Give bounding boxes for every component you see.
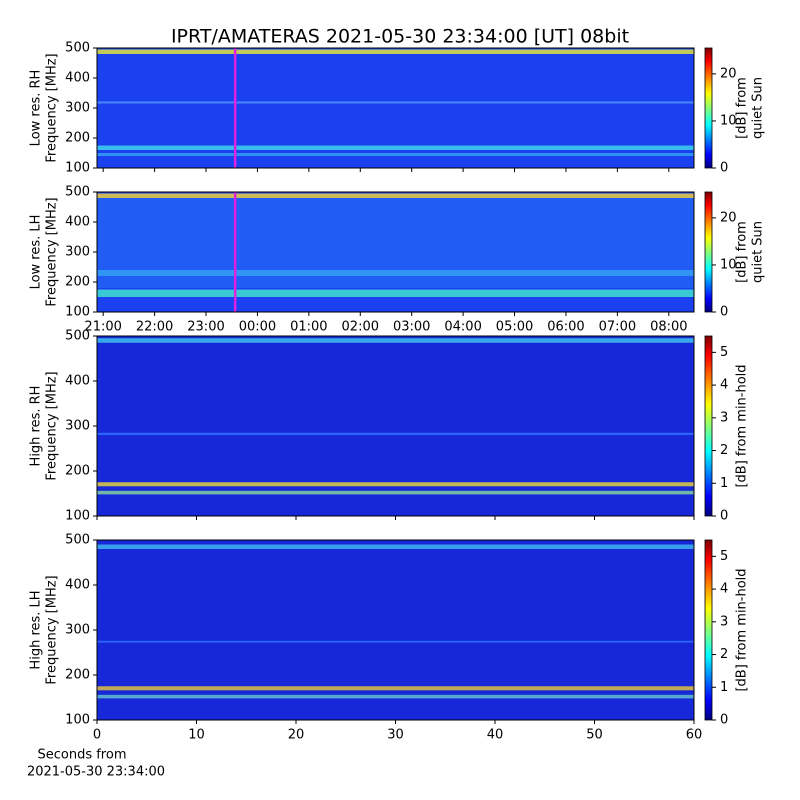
spectrogram-band <box>97 544 694 549</box>
x-tick-label: 50 <box>586 728 603 743</box>
colorbar-tick-label: 10 <box>720 257 737 272</box>
spectrogram-band <box>97 153 694 156</box>
colorbar-label: [dB] from <box>735 77 750 139</box>
colorbar-tick-label: 4 <box>720 378 728 393</box>
spectrogram-band <box>97 49 694 54</box>
x-tick-label: 03:00 <box>393 320 430 335</box>
spectrogram-band <box>97 490 694 495</box>
x-tick-label: 23:00 <box>187 320 224 335</box>
colorbar-tick-label: 3 <box>720 614 728 629</box>
y-axis-label: High res. LH <box>29 590 44 669</box>
x-tick-label: 22:00 <box>136 320 173 335</box>
y-tick-label: 500 <box>65 185 90 200</box>
colorbar-tick-label: 5 <box>720 345 728 360</box>
x-tick-label: 02:00 <box>342 320 379 335</box>
y-tick-label: 400 <box>65 71 90 86</box>
colorbar-label: quiet Sun <box>751 221 766 283</box>
y-tick-label: 300 <box>65 245 90 260</box>
y-tick-label: 400 <box>65 578 90 593</box>
y-tick-label: 200 <box>65 131 90 146</box>
y-tick-label: 400 <box>65 374 90 389</box>
spectrogram <box>97 336 694 516</box>
colorbar-tick-label: 5 <box>720 549 728 564</box>
y-tick-label: 100 <box>65 713 90 728</box>
y-tick-label: 500 <box>65 533 90 548</box>
y-axis-label: Low res. RH <box>29 70 44 147</box>
spectrogram-band <box>97 193 694 198</box>
x-tick-label: 21:00 <box>84 320 121 335</box>
colorbar-tick-label: 0 <box>720 161 728 176</box>
colorbar-tick-label: 3 <box>720 410 728 425</box>
colorbar <box>704 191 713 313</box>
y-tick-label: 300 <box>65 101 90 116</box>
spectrogram-band <box>97 694 694 699</box>
figure-title: IPRT/AMATERAS 2021-05-30 23:34:00 [UT] 0… <box>171 26 629 48</box>
y-tick-label: 100 <box>65 305 90 320</box>
colorbar-tick-label: 1 <box>720 476 728 491</box>
colorbar-tick-label: 2 <box>720 443 728 458</box>
colorbar-tick-label: 0 <box>720 305 728 320</box>
y-tick-label: 200 <box>65 275 90 290</box>
colorbar-tick-label: 10 <box>720 113 737 128</box>
y-tick-label: 300 <box>65 623 90 638</box>
colorbar-tick-label: 2 <box>720 647 728 662</box>
spectrogram-band <box>97 432 694 435</box>
spectrogram-band <box>97 640 694 643</box>
colorbar-tick-label: 4 <box>720 582 728 597</box>
y-axis-label: Frequency [MHz] <box>45 371 60 480</box>
colorbar-label: [dB] from min-hold <box>735 364 750 487</box>
x-tick-label: 06:00 <box>547 320 584 335</box>
y-tick-label: 100 <box>65 161 90 176</box>
spectrogram-band <box>97 686 694 691</box>
y-tick-label: 200 <box>65 464 90 479</box>
y-tick-label: 100 <box>65 509 90 524</box>
x-tick-label: 0 <box>93 728 101 743</box>
spectrogram-band <box>97 198 694 288</box>
colorbar-tick-label: 0 <box>720 509 728 524</box>
colorbar <box>704 539 713 721</box>
y-axis-label: Frequency [MHz] <box>45 53 60 162</box>
spectrogram <box>97 540 694 720</box>
y-tick-label: 300 <box>65 419 90 434</box>
y-axis-label: High res. RH <box>29 386 44 467</box>
spectrogram-band <box>97 145 694 150</box>
spectrogram-band <box>97 101 694 104</box>
x-axis-label: 2021-05-30 23:34:00 <box>27 765 165 780</box>
y-tick-label: 500 <box>65 41 90 56</box>
y-tick-label: 400 <box>65 215 90 230</box>
colorbar-tick-label: 20 <box>720 66 737 81</box>
x-tick-label: 08:00 <box>650 320 687 335</box>
colorbar-label: [dB] from min-hold <box>735 568 750 691</box>
x-tick-label: 10 <box>188 728 205 743</box>
x-tick-label: 00:00 <box>239 320 276 335</box>
colorbar-tick-label: 0 <box>720 713 728 728</box>
colorbar <box>704 47 713 169</box>
colorbar-tick-label: 1 <box>720 680 728 695</box>
y-tick-label: 200 <box>65 668 90 683</box>
colorbar-label: quiet Sun <box>751 77 766 139</box>
x-tick-label: 30 <box>387 728 404 743</box>
x-tick-label: 20 <box>288 728 305 743</box>
x-tick-label: 01:00 <box>290 320 327 335</box>
y-axis-label: Frequency [MHz] <box>45 197 60 306</box>
y-axis-label: Frequency [MHz] <box>45 575 60 684</box>
x-tick-label: 05:00 <box>496 320 533 335</box>
colorbar-tick-label: 20 <box>720 210 737 225</box>
spectrogram-band <box>97 289 694 297</box>
x-tick-label: 07:00 <box>599 320 636 335</box>
spectrogram-band <box>97 338 694 343</box>
colorbar <box>704 335 713 517</box>
x-tick-label: 04:00 <box>444 320 481 335</box>
x-axis-label: Seconds from <box>37 748 126 763</box>
y-tick-label: 500 <box>65 329 90 344</box>
spectrogram-band <box>97 482 694 487</box>
y-axis-label: Low res. LH <box>29 215 44 290</box>
colorbar-label: [dB] from <box>735 221 750 283</box>
x-tick-label: 60 <box>686 728 703 743</box>
x-tick-label: 40 <box>487 728 504 743</box>
